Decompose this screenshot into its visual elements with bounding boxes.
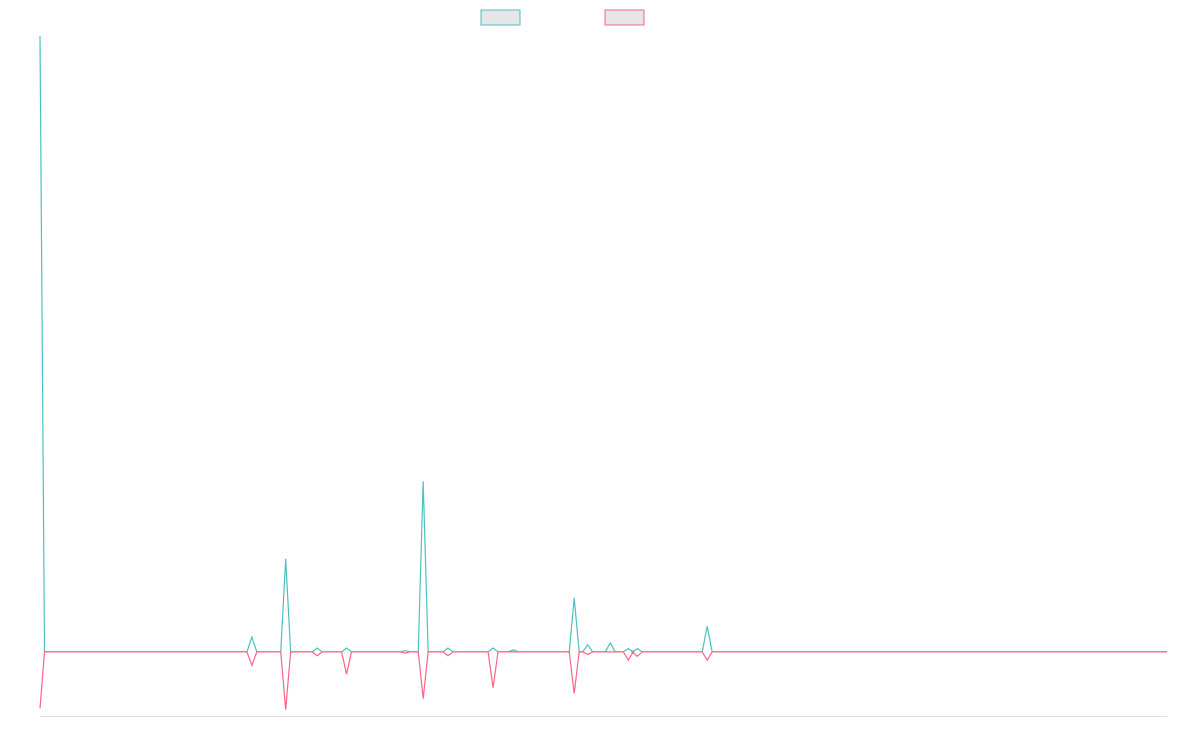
data-point-a-17[interactable] [572,596,576,600]
data-point-b-13[interactable] [446,654,450,658]
data-point-a-10[interactable] [421,479,425,483]
data-point-b-25[interactable] [635,654,639,658]
data-point-a-2[interactable] [284,557,288,561]
data-point-b-9[interactable] [403,651,407,655]
series-layer [39,35,1167,712]
data-point-a-19[interactable] [586,643,590,647]
data-point-a-6[interactable] [345,646,349,650]
data-point-a-12[interactable] [446,646,450,650]
data-point-b-3[interactable] [284,708,288,712]
data-point-a-26[interactable] [705,624,709,628]
data-point-b-1[interactable] [250,663,254,667]
data-point-b-18[interactable] [572,692,576,696]
data-point-b-5[interactable] [315,654,319,658]
legend-swatch-series-b[interactable] [604,9,645,26]
data-point-b-20[interactable] [586,652,590,656]
series-line-a [39,35,1167,653]
data-point-b-15[interactable] [491,686,495,690]
data-point-a-21[interactable] [608,641,612,645]
data-point-a-14[interactable] [491,646,495,650]
data-point-b-11[interactable] [421,697,425,701]
legend-swatch-series-a[interactable] [480,9,521,26]
data-point-a-22[interactable] [626,647,630,651]
data-point-a-4[interactable] [315,646,319,650]
data-point-b-27[interactable] [705,658,709,662]
data-point-a-0[interactable] [250,635,254,639]
legend [480,9,645,26]
data-point-b-7[interactable] [345,672,349,676]
series-line-b [39,651,1167,710]
data-point-a-24[interactable] [635,647,639,651]
data-point-b-23[interactable] [626,658,630,662]
data-point-a-16[interactable] [511,648,515,652]
